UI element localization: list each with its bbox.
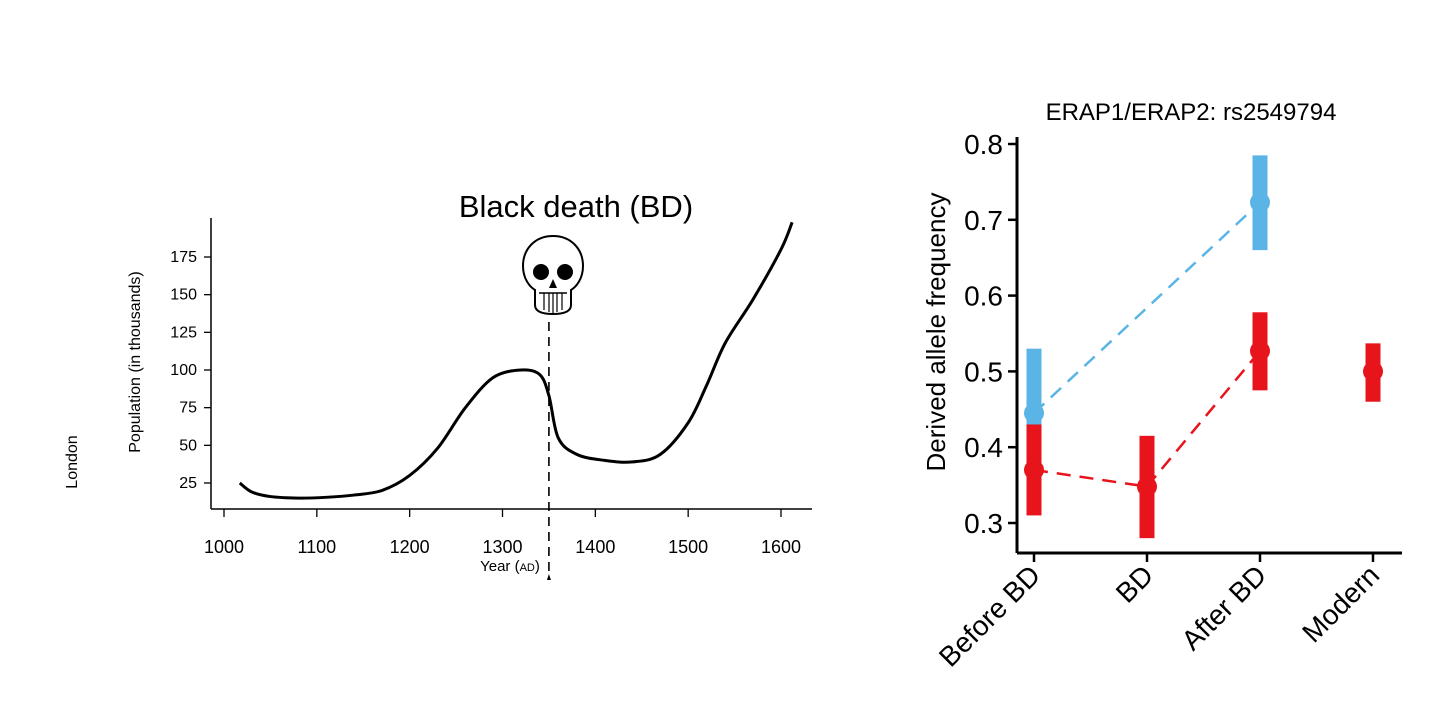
- series-connector-line: [1033, 468, 1148, 488]
- allele-chart-title: ERAP1/ERAP2: rs2549794: [1046, 99, 1337, 126]
- allele-frequency-chart: ERAP1/ERAP2: rs2549794 Derived allele fr…: [921, 99, 1402, 673]
- data-point: [1024, 459, 1044, 480]
- allele-y-axis-title: Derived allele frequency: [921, 193, 951, 472]
- population-y-tick-label: 75: [179, 400, 197, 417]
- data-point: [1250, 340, 1270, 361]
- data-point: [1250, 192, 1270, 213]
- population-x-tick-label: 1600: [761, 537, 801, 557]
- allele-y-tick-label: 0.5: [964, 356, 1003, 387]
- category-label: Before BD: [933, 559, 1046, 672]
- allele-y-tick-label: 0.3: [964, 508, 1003, 539]
- category-label: Modern: [1296, 559, 1385, 648]
- data-point: [1363, 361, 1383, 382]
- population-y-tick-label: 100: [170, 362, 197, 379]
- population-x-tick-label: 1400: [575, 537, 615, 557]
- population-y-tick-label: 175: [170, 249, 197, 266]
- allele-y-tick-label: 0.4: [964, 432, 1003, 463]
- data-point: [1024, 403, 1044, 424]
- data-point: [1137, 476, 1157, 497]
- population-chart-title: Black death (BD): [459, 189, 693, 224]
- population-x-axis-title: Year (AD): [480, 558, 540, 575]
- marker-arrowhead: [546, 574, 551, 580]
- population-y-tick-label: 50: [179, 437, 197, 454]
- allele-y-tick-label: 0.7: [964, 205, 1003, 236]
- category-label: BD: [1110, 559, 1159, 608]
- population-x-tick-label: 1100: [297, 537, 336, 557]
- side-label: London: [64, 435, 81, 488]
- population-x-tick-label: 1200: [390, 537, 430, 557]
- population-x-tick-label: 1000: [204, 537, 244, 557]
- population-x-tick-label: 1500: [668, 537, 708, 557]
- population-series-line: [238, 221, 794, 500]
- series-connector-line: [1033, 201, 1261, 415]
- series-connector-line: [1146, 350, 1261, 488]
- population-y-tick-label: 125: [170, 324, 197, 341]
- allele-y-tick-label: 0.8: [964, 129, 1003, 160]
- category-label: After BD: [1176, 559, 1273, 656]
- allele-y-tick-label: 0.6: [964, 281, 1003, 312]
- skull-icon: [521, 234, 585, 316]
- population-y-axis-title: Population (in thousands): [127, 271, 144, 452]
- population-y-tick-label: 25: [179, 475, 197, 492]
- population-chart: London Population (in thousands) Black d…: [64, 189, 812, 580]
- population-x-tick-label: 1300: [482, 537, 522, 557]
- population-y-tick-label: 150: [170, 287, 197, 304]
